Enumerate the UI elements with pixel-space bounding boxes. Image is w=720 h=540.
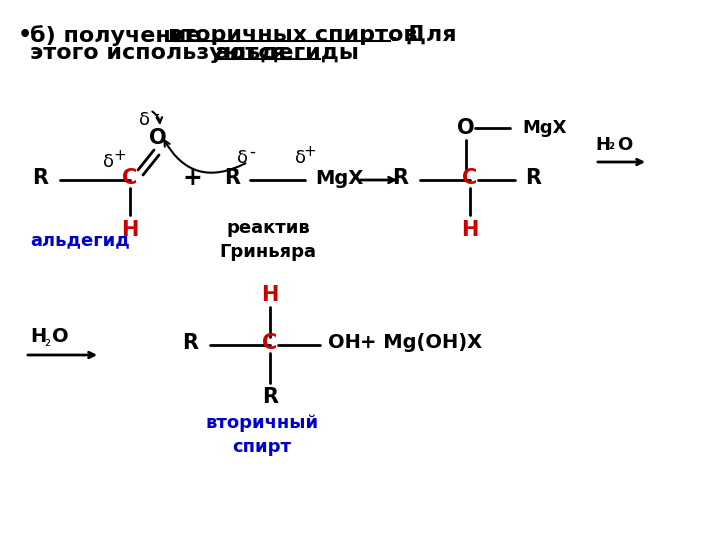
Text: C: C [122, 168, 138, 188]
Text: реактив
Гриньяра: реактив Гриньяра [220, 219, 317, 261]
Text: δ: δ [236, 149, 248, 167]
Text: MgX: MgX [315, 168, 364, 187]
Text: R: R [392, 168, 408, 188]
Text: вторичный
спирт: вторичный спирт [205, 414, 318, 456]
Text: ₂: ₂ [44, 334, 50, 348]
Text: H: H [30, 327, 46, 347]
Text: δ: δ [102, 153, 114, 171]
Text: OH: OH [328, 334, 361, 353]
Text: +: + [182, 166, 202, 190]
Text: ₂: ₂ [608, 138, 614, 152]
Text: •: • [18, 25, 32, 45]
Text: -: - [153, 105, 159, 123]
Text: δ: δ [138, 111, 150, 129]
Text: C: C [462, 168, 477, 188]
Text: -: - [249, 143, 255, 161]
Text: O: O [457, 118, 474, 138]
Text: R: R [32, 168, 48, 188]
Text: . Для: . Для [390, 25, 456, 45]
Text: H: H [121, 220, 139, 240]
Text: +: + [304, 145, 316, 159]
Text: + Mg(OH)X: + Mg(OH)X [360, 334, 482, 353]
Text: этого используются: этого используются [30, 43, 294, 63]
Text: R: R [224, 168, 240, 188]
Text: O: O [52, 327, 68, 347]
Text: вторичных спиртов: вторичных спиртов [168, 25, 418, 45]
Text: R: R [182, 333, 198, 353]
Text: O: O [149, 128, 167, 148]
Text: H: H [261, 285, 279, 305]
Text: MgX: MgX [522, 119, 567, 137]
Text: R: R [525, 168, 541, 188]
Text: H: H [462, 220, 479, 240]
Text: R: R [262, 387, 278, 407]
Text: б) получение: б) получение [30, 25, 210, 46]
Text: альдегиды: альдегиды [215, 43, 359, 63]
Text: C: C [262, 333, 278, 353]
Text: H: H [595, 136, 610, 154]
Text: +: + [114, 148, 127, 164]
Text: альдегид: альдегид [30, 231, 130, 249]
Text: O: O [617, 136, 632, 154]
Text: δ: δ [294, 149, 305, 167]
